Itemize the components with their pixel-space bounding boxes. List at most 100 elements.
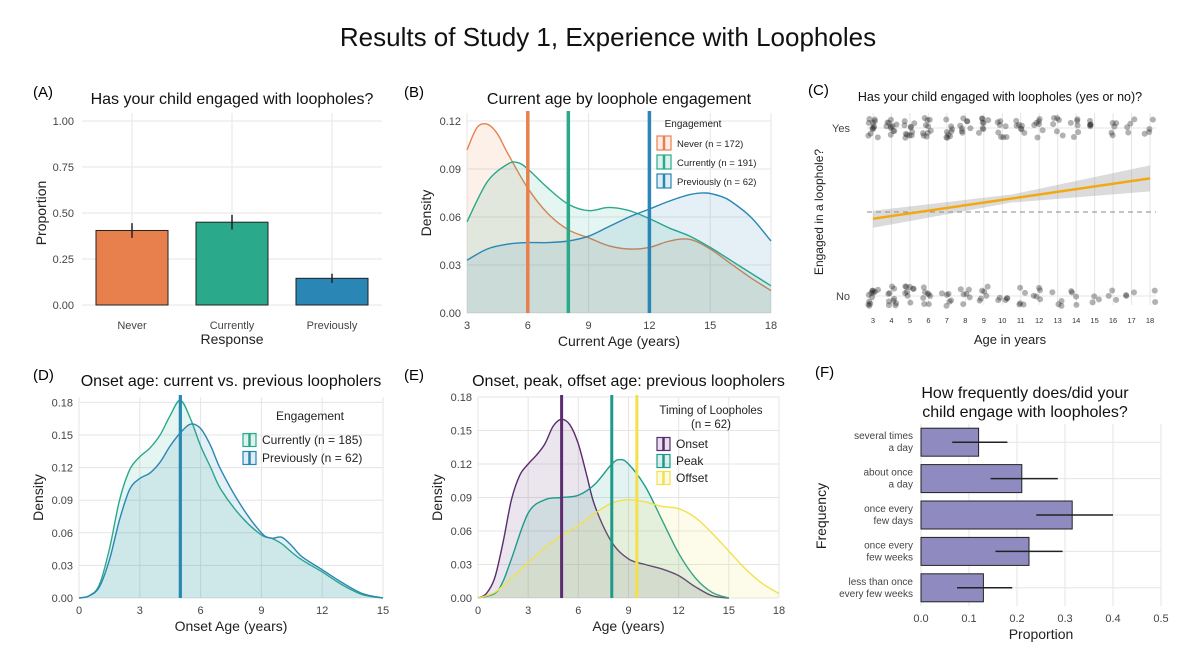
- panel-c-point-no: [1151, 287, 1158, 294]
- panel-f-ytick-label: a day: [889, 480, 913, 491]
- panel-c-point-no: [906, 284, 913, 291]
- panel-c-point-yes: [870, 124, 877, 131]
- panel-c-point-yes: [1067, 119, 1074, 126]
- panel-c-point-yes: [1018, 122, 1025, 129]
- panel-c-point-no: [963, 290, 970, 297]
- panel-c-point-yes: [920, 132, 927, 139]
- panel-a-ylabel: Proportion: [33, 181, 49, 246]
- panel-c-point-yes: [1035, 118, 1042, 125]
- panel-c-point-yes: [1053, 128, 1060, 135]
- panel-d-legend-title: Engagement: [276, 409, 345, 423]
- panel-c-point-no: [904, 292, 911, 299]
- panel-c-point-no: [996, 294, 1003, 301]
- panel-c-point-yes: [1013, 117, 1020, 124]
- panel-c-point-yes: [887, 123, 894, 130]
- figure-title: Results of Study 1, Experience with Loop…: [340, 22, 876, 52]
- panel-c-point-no: [943, 302, 950, 309]
- panel-c-point-yes: [959, 129, 966, 136]
- panel-c-point-no: [957, 286, 964, 293]
- panel-b-ylabel: Density: [418, 190, 434, 237]
- panel-c-point-no: [865, 301, 872, 308]
- panel-a-xtick-label: Never: [117, 320, 147, 332]
- panel-c-point-no: [995, 297, 1002, 304]
- panel-f-ytick-label: less than once: [849, 577, 914, 588]
- panel-c-point-no: [1022, 289, 1029, 296]
- panel-b-ytick-label: 0.00: [440, 308, 461, 320]
- panel-e-density-area-onset: [478, 419, 729, 598]
- panel-c-point-yes: [1039, 127, 1046, 134]
- panel-c-point-yes: [979, 125, 986, 132]
- panel-c-point-yes: [978, 115, 985, 122]
- panel-c-point-no: [984, 283, 991, 290]
- panel-c-point-yes: [1075, 129, 1082, 136]
- panel-c-point-yes: [979, 119, 986, 126]
- panel-e-xtick-label: 0: [475, 605, 481, 617]
- panel-b-density-area-currently: [467, 161, 771, 313]
- panel-c-point-yes: [1036, 121, 1043, 128]
- panel-c-point-no: [1152, 298, 1159, 305]
- panel-b-xtick-label: 6: [525, 320, 531, 332]
- panel-c-point-no: [920, 295, 927, 302]
- panel-c-xtick-label: 10: [998, 316, 1006, 325]
- panel-c-point-yes: [1031, 122, 1038, 129]
- panel-c-point-no: [927, 292, 934, 299]
- panel-c-trend-line: [872, 177, 1151, 220]
- panel-c-point-no: [890, 297, 897, 304]
- panel-c-point-no: [1003, 295, 1010, 302]
- panel-c-point-yes: [1074, 122, 1081, 129]
- panel-c-point-yes: [1146, 129, 1153, 136]
- panel-b-density-area-previously: [467, 192, 771, 313]
- panel-c-point-no: [1089, 299, 1096, 306]
- panel-c-point-no: [921, 300, 928, 307]
- panel-c-ytick-label: No: [836, 291, 850, 303]
- panel-c-point-no: [960, 291, 967, 298]
- panel-c-point-yes: [1070, 133, 1077, 140]
- panel-c-point-no: [1105, 292, 1112, 299]
- panel-c-point-yes: [997, 133, 1004, 140]
- panel-b-legend-label-previously: Previously (n = 62): [677, 177, 756, 188]
- panel-c-point-no: [979, 287, 986, 294]
- panel-c-point-no: [965, 286, 972, 293]
- panel-c-point-yes: [960, 115, 967, 122]
- panel-c-point-yes: [903, 131, 910, 138]
- panel-c-point-yes: [887, 116, 894, 123]
- panel-c-point-yes: [945, 131, 952, 138]
- panel-label-e: (E): [404, 367, 424, 384]
- panel-b-density-area-never: [467, 123, 771, 313]
- panel-c-chart: 3 4 5 6 7 8 9 10 11 12 13 14 15 16 17 18 Yes No Has your c…: [812, 90, 1159, 347]
- panel-c-point-no: [1037, 296, 1044, 303]
- panel-c-xtick-label: 3: [871, 316, 875, 325]
- panel-c-point-no: [1036, 287, 1043, 294]
- panel-c-point-yes: [1127, 120, 1134, 127]
- panel-c-point-yes: [1108, 129, 1115, 136]
- panel-d-xtick-label: 3: [137, 605, 143, 617]
- panel-c-xtick-label: 9: [982, 316, 986, 325]
- panel-c-point-yes: [1033, 119, 1040, 126]
- panel-d-legend-label-currently: Currently (n = 185): [262, 433, 362, 447]
- panel-e-legend-title: Timing of Loopholes: [659, 405, 762, 417]
- panel-f-ytick-label: few weeks: [866, 552, 913, 563]
- panel-c-point-no: [1095, 296, 1102, 303]
- panel-c-xtick-label: 6: [926, 316, 930, 325]
- panel-c-point-no: [946, 298, 953, 305]
- panel-b-ytick-label: 0.09: [440, 164, 461, 176]
- panel-c-point-no: [1073, 293, 1080, 300]
- panel-f-xtick-label: 0.4: [1105, 613, 1120, 625]
- panel-c-point-yes: [1125, 129, 1132, 136]
- panel-d-ytick-label: 0.03: [52, 560, 73, 572]
- panel-c-point-no: [1002, 297, 1009, 304]
- panel-c-xtick-label: 15: [1090, 316, 1098, 325]
- panel-c-point-no: [1017, 300, 1024, 307]
- panel-e-xtick-label: 3: [525, 605, 531, 617]
- panel-a-xtick-label: Previously: [307, 320, 358, 332]
- panel-f-ytick-label: every few weeks: [839, 589, 913, 600]
- panel-c-point-yes: [1109, 120, 1116, 127]
- panel-c-point-yes: [901, 118, 908, 125]
- panel-c-xtick-label: 8: [963, 316, 967, 325]
- panel-c-point-yes: [947, 133, 954, 140]
- panel-label-c: (C): [808, 82, 829, 99]
- panel-c-point-no: [866, 302, 873, 309]
- panel-c-point-yes: [911, 120, 918, 127]
- panel-d-density-line-currently: [78, 399, 384, 599]
- panel-c-point-yes: [1113, 120, 1120, 127]
